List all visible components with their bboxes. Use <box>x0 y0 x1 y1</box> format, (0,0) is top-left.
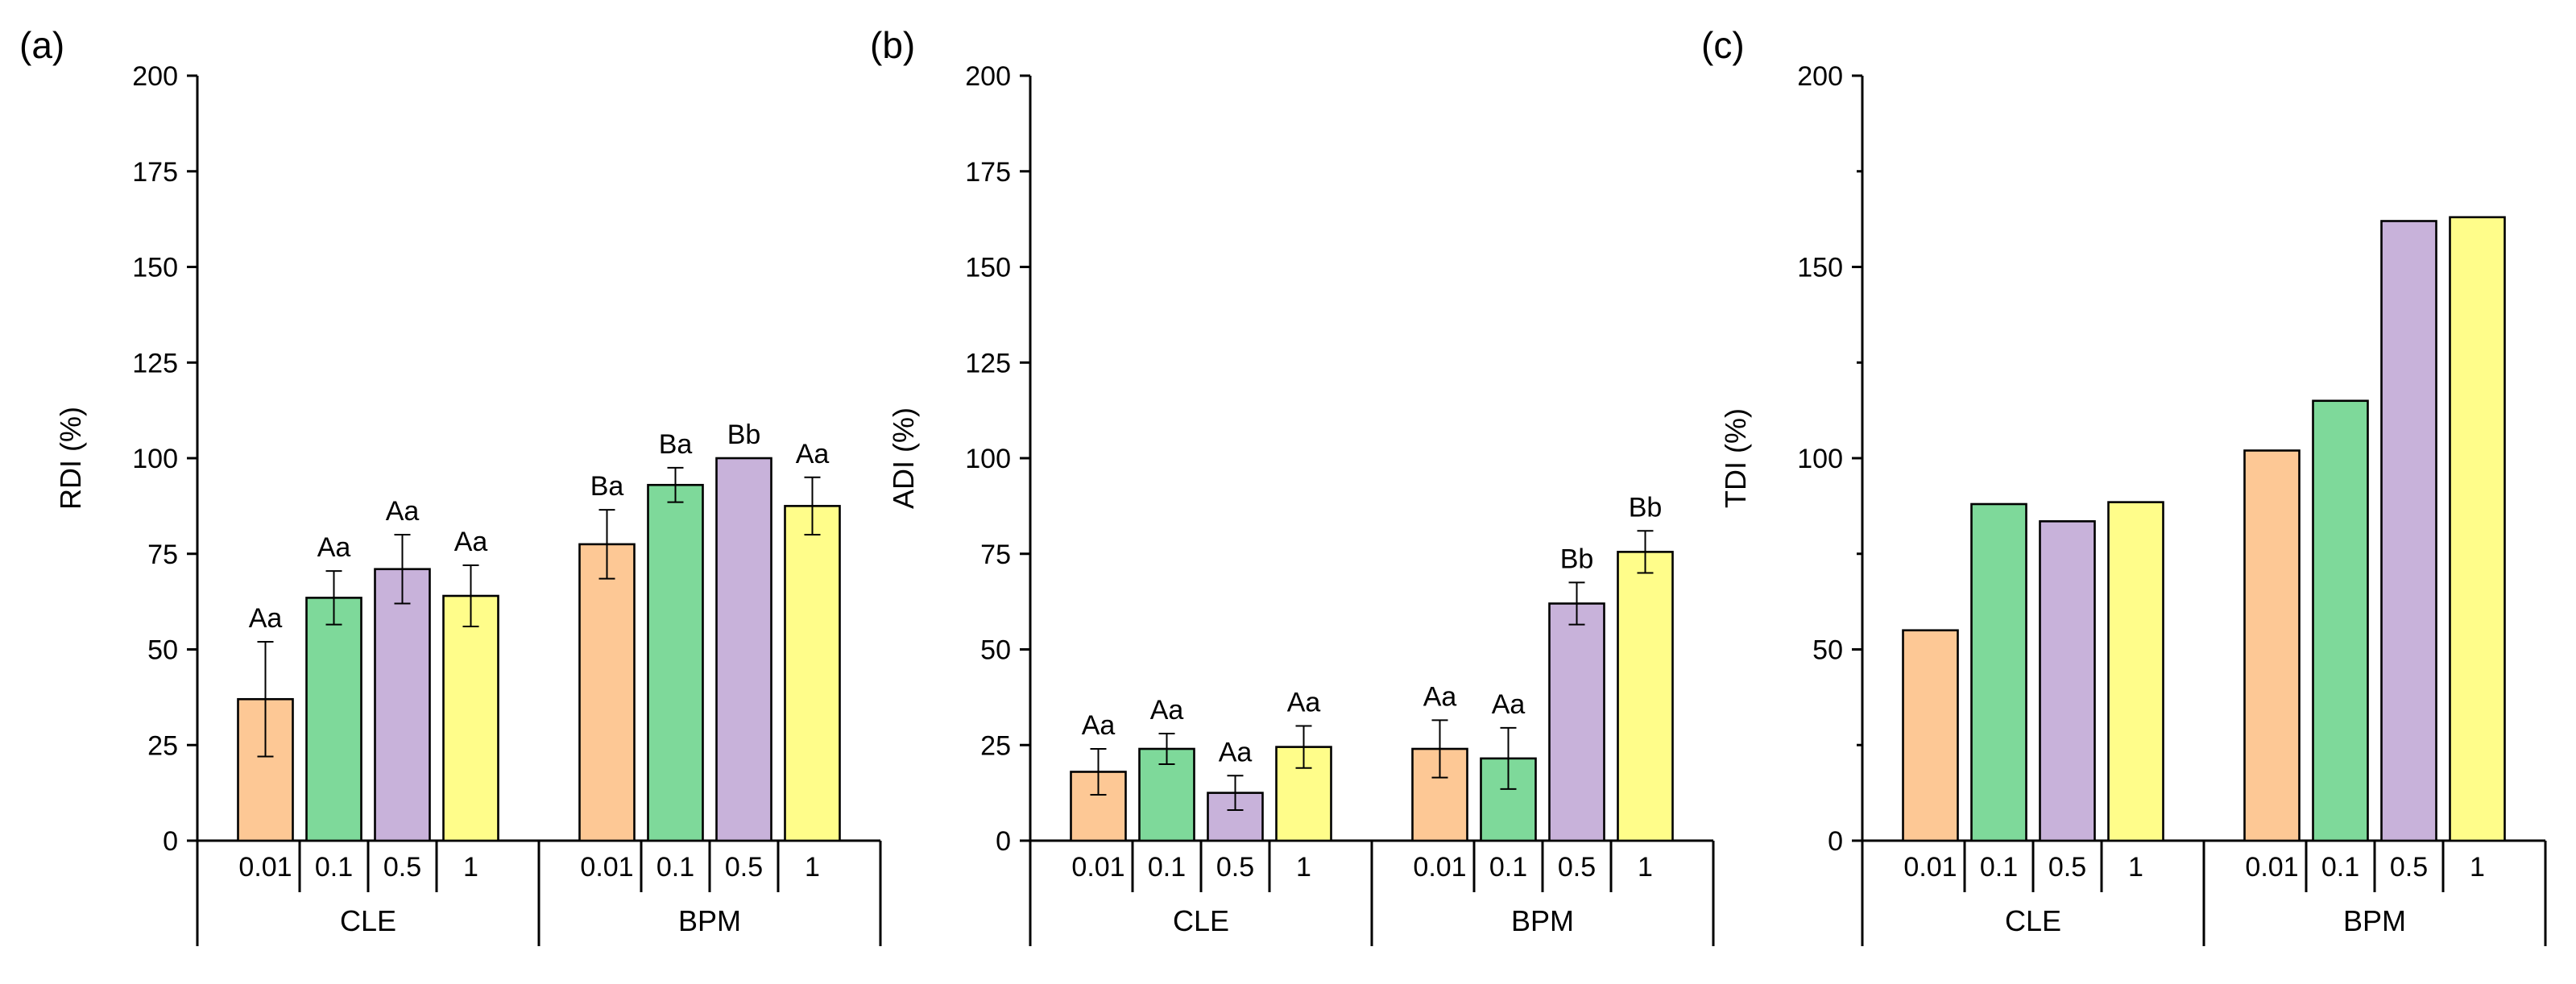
y-axis-label: ADI (%) <box>887 407 920 509</box>
y-tick-label: 150 <box>1797 253 1843 283</box>
x-tick-label: 0.1 <box>1489 852 1527 883</box>
y-tick-label: 25 <box>980 730 1011 761</box>
significance-letter: Aa <box>249 603 283 634</box>
group-label-bpm: BPM <box>2343 904 2406 937</box>
x-tick-label: 0.5 <box>725 852 763 883</box>
significance-letter: Aa <box>1082 710 1116 741</box>
x-tick-label: 0.1 <box>656 852 694 883</box>
x-tick-label: 0.5 <box>1216 852 1254 883</box>
bar-cle-0.1 <box>1970 502 2027 842</box>
x-tick-label: 0.1 <box>1148 852 1186 883</box>
bar-cle-0.1 <box>305 597 362 842</box>
y-tick-label: 150 <box>965 253 1011 283</box>
x-tick-label: 0.1 <box>315 852 353 883</box>
group-label-bpm: BPM <box>1511 904 1574 937</box>
significance-letter: Aa <box>454 527 488 557</box>
chart-panel-3: (c) TDI (%) 0 50 100 150 200 CLE 0.01 0.1 0.5 1 BPM 0… <box>1701 24 2547 946</box>
x-tick-label: 0.5 <box>1558 852 1596 883</box>
significance-letter: Aa <box>1287 688 1321 718</box>
x-tick-label: 0.01 <box>1071 852 1124 883</box>
bar-cle-1 <box>442 594 499 842</box>
x-tick-label: 0.01 <box>1413 852 1466 883</box>
bar-bpm-0.01 <box>578 543 636 842</box>
x-tick-label: 0.1 <box>2321 852 2359 883</box>
y-tick-label: 175 <box>132 157 178 188</box>
y-tick-label: 75 <box>980 540 1011 570</box>
y-tick-label: 100 <box>1797 444 1843 474</box>
y-tick-label: 175 <box>965 157 1011 188</box>
y-tick-label: 0 <box>163 826 178 857</box>
group-label-cle: CLE <box>2005 904 2061 937</box>
bar-bpm-0.5 <box>1548 602 1605 842</box>
y-tick-label: 0 <box>996 826 1011 857</box>
significance-letter: Aa <box>1219 737 1253 767</box>
significance-letter: Bb <box>1629 492 1663 523</box>
y-tick-label: 25 <box>147 730 178 761</box>
significance-letter: Ba <box>659 429 693 460</box>
x-tick-label: 1 <box>463 852 478 883</box>
bar-cle-0.5 <box>2039 520 2096 842</box>
x-tick-label: 0.01 <box>2245 852 2298 883</box>
bar-cle-1 <box>2107 501 2164 842</box>
bar-bpm-1 <box>1617 551 1674 842</box>
group-label-cle: CLE <box>340 904 396 937</box>
y-tick-label: 50 <box>147 635 178 666</box>
bar-bpm-0.01 <box>2243 449 2301 842</box>
y-tick-label: 100 <box>132 444 178 474</box>
chart-panel-2: (b) ADI (%) 0 25 50 75 100 125 150 175 200 CLE 0.01 A… <box>870 24 1715 946</box>
x-tick-label: 1 <box>805 852 820 883</box>
y-tick-label: 125 <box>965 348 1011 378</box>
bar-bpm-1 <box>2449 216 2506 842</box>
y-tick-label: 125 <box>132 348 178 378</box>
x-tick-label: 1 <box>1638 852 1653 883</box>
bar-bpm-0.1 <box>647 483 704 842</box>
x-tick-label: 0.5 <box>2390 852 2428 883</box>
panel-label: (c) <box>1701 24 1745 66</box>
group-label-bpm: BPM <box>678 904 741 937</box>
bar-bpm-1 <box>784 505 841 842</box>
significance-letter: Aa <box>796 439 830 469</box>
y-tick-label: 100 <box>965 444 1011 474</box>
x-tick-label: 0.01 <box>238 852 292 883</box>
significance-letter: Bb <box>727 420 761 450</box>
significance-letter: Aa <box>1492 689 1526 720</box>
significance-letter: Bb <box>1560 544 1594 574</box>
significance-letter: Aa <box>317 532 351 563</box>
panel-label: (b) <box>870 24 915 66</box>
bar-cle-0.01 <box>1902 629 1959 842</box>
x-tick-label: 1 <box>2470 852 2485 883</box>
y-tick-label: 0 <box>1828 826 1843 857</box>
bar-cle-1 <box>1275 746 1332 842</box>
chart-panel-1: (a) RDI (%) 0 25 50 75 100 125 150 175 200 CLE 0.01 A… <box>19 24 882 946</box>
y-axis-label: RDI (%) <box>54 407 87 510</box>
y-tick-label: 200 <box>965 61 1011 92</box>
x-tick-label: 0.01 <box>580 852 633 883</box>
x-tick-label: 0.01 <box>1903 852 1957 883</box>
x-tick-label: 1 <box>1296 852 1311 883</box>
y-tick-label: 200 <box>132 61 178 92</box>
significance-letter: Aa <box>1150 695 1184 726</box>
x-tick-label: 0.5 <box>383 852 421 883</box>
y-tick-label: 150 <box>132 253 178 283</box>
y-tick-label: 50 <box>1812 635 1843 666</box>
group-label-cle: CLE <box>1173 904 1229 937</box>
bar-cle-0.5 <box>374 568 431 842</box>
x-tick-label: 1 <box>2128 852 2143 883</box>
bar-bpm-0.1 <box>2312 399 2369 842</box>
significance-letter: Ba <box>590 471 624 502</box>
x-tick-label: 0.1 <box>1980 852 2018 883</box>
bar-bpm-0.5 <box>715 457 772 842</box>
panel-label: (a) <box>19 24 64 66</box>
bar-bpm-0.5 <box>2380 220 2437 842</box>
x-tick-label: 0.5 <box>2048 852 2086 883</box>
y-tick-label: 50 <box>980 635 1011 666</box>
y-tick-label: 75 <box>147 540 178 570</box>
significance-letter: Aa <box>386 496 420 527</box>
significance-letter: Aa <box>1423 681 1457 712</box>
y-tick-label: 200 <box>1797 61 1843 92</box>
y-axis-label: TDI (%) <box>1719 408 1752 508</box>
